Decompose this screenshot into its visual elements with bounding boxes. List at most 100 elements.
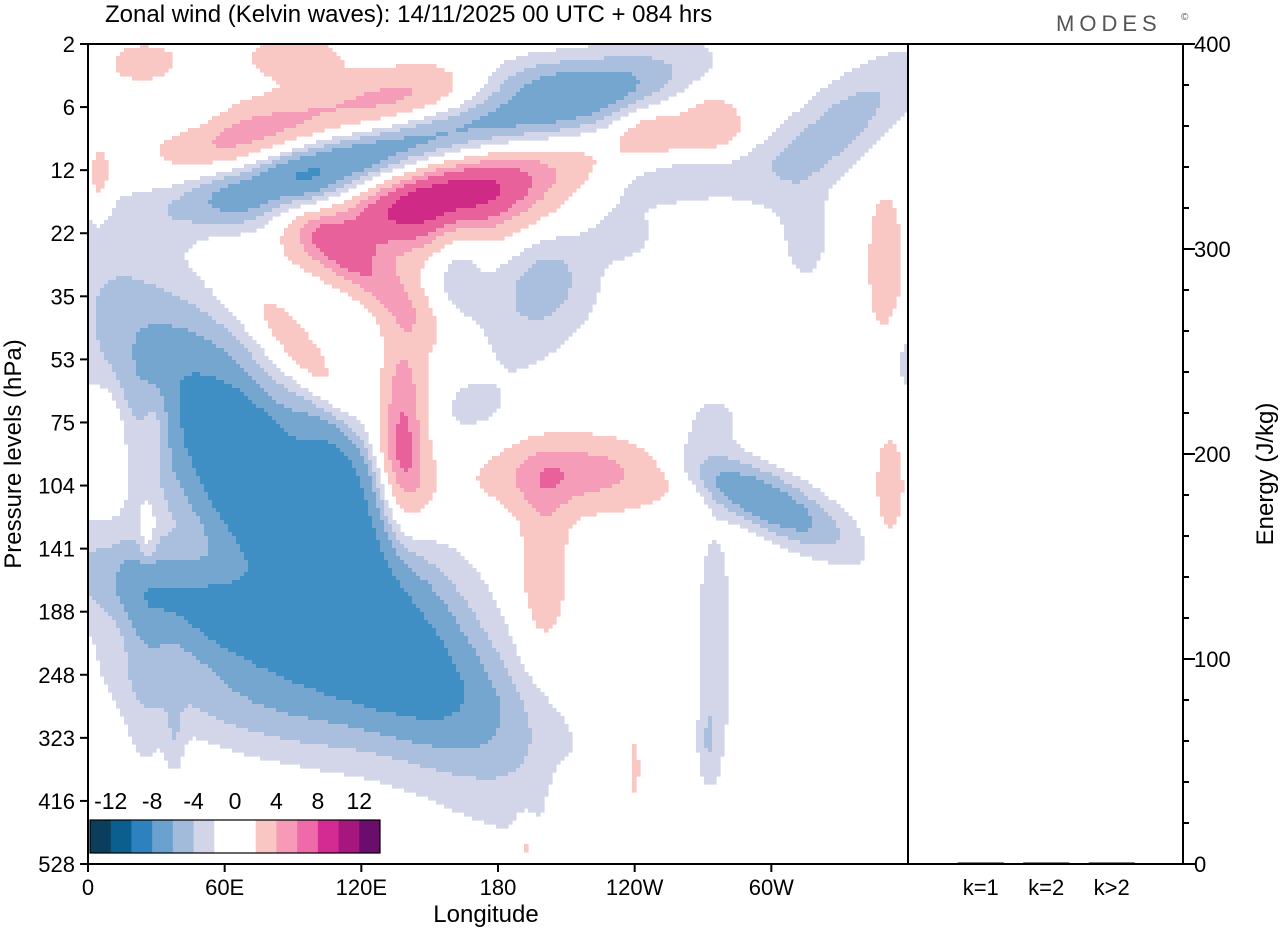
- heatmap-cell: [624, 468, 661, 473]
- heatmap-cell: [332, 204, 357, 209]
- heatmap-cell: [172, 728, 181, 733]
- heatmap-cell: [88, 320, 97, 325]
- heatmap-cell: [172, 736, 177, 741]
- heatmap-cell: [456, 396, 501, 401]
- heatmap-cell: [368, 464, 373, 469]
- heatmap-cell: [120, 540, 137, 545]
- heatmap-cell: [448, 264, 477, 269]
- heatmap-cell: [332, 412, 349, 417]
- heatmap-cell: [216, 320, 241, 325]
- heatmap-cell: [420, 576, 449, 581]
- heatmap-cell: [172, 184, 201, 189]
- heatmap-cell: [624, 472, 665, 477]
- heatmap-cell: [88, 280, 109, 285]
- heatmap-cell: [120, 72, 165, 77]
- heatmap-cell: [560, 504, 641, 509]
- heatmap-cell: [856, 136, 881, 141]
- heatmap-cell: [244, 392, 269, 397]
- heatmap-cell: [684, 452, 753, 457]
- heatmap-cell: [312, 272, 337, 277]
- heatmap-cell: [868, 256, 901, 261]
- colorbar-swatch: [193, 820, 215, 853]
- heatmap-cell: [428, 580, 453, 585]
- heatmap-cell: [220, 676, 285, 681]
- heatmap-cell: [132, 688, 233, 693]
- heatmap-cell: [136, 744, 185, 749]
- heatmap-cell: [452, 612, 477, 617]
- heatmap-cell: [244, 656, 453, 661]
- heatmap-cell: [256, 404, 285, 409]
- y-tick-label: 104: [38, 474, 75, 499]
- heatmap-cell: [172, 468, 197, 473]
- heatmap-cell: [700, 688, 729, 693]
- heatmap-cell: [88, 372, 117, 377]
- heatmap-cell: [100, 348, 133, 353]
- heatmap-cell: [124, 644, 149, 649]
- heatmap-cell: [460, 708, 501, 713]
- heatmap-cell: [408, 364, 429, 369]
- heatmap-cell: [156, 560, 249, 565]
- heatmap-cell: [680, 112, 737, 117]
- heatmap-cell: [436, 236, 505, 241]
- heatmap-cell: [740, 460, 769, 465]
- heatmap-cell: [456, 584, 489, 589]
- heatmap-cell: [524, 460, 617, 465]
- heatmap-cell: [408, 548, 457, 553]
- heatmap-cell: [136, 364, 241, 369]
- heatmap-cell: [400, 540, 437, 545]
- heatmap-cell: [164, 156, 237, 161]
- heatmap-cell: [276, 164, 373, 169]
- heatmap-cell: [248, 728, 365, 733]
- heatmap-cell: [452, 656, 481, 661]
- heatmap-cell: [172, 456, 193, 461]
- heatmap-cell: [500, 700, 525, 705]
- heatmap-cell: [600, 488, 669, 493]
- heatmap-cell: [484, 84, 501, 89]
- heatmap-cell: [496, 68, 525, 73]
- heatmap-cell: [236, 144, 273, 149]
- heatmap-cell: [452, 300, 517, 305]
- brand-name: MODES: [1056, 11, 1162, 36]
- heatmap-cell: [88, 336, 97, 341]
- heatmap-cell: [88, 528, 141, 533]
- heatmap-cell: [868, 120, 897, 125]
- heatmap-cell: [140, 376, 185, 381]
- heatmap-cell: [160, 748, 185, 753]
- heatmap-cell: [132, 344, 217, 349]
- heatmap-cell: [88, 584, 117, 589]
- heatmap-cell: [296, 392, 313, 397]
- heatmap-cell: [144, 552, 153, 557]
- heatmap-cell: [180, 416, 273, 421]
- heatmap-cell: [368, 504, 377, 509]
- heatmap-cell: [596, 224, 649, 229]
- heatmap-cell: [580, 232, 649, 237]
- heatmap-cell: [516, 92, 629, 97]
- y-tick-label: 416: [38, 789, 75, 814]
- heatmap-cell: [280, 760, 409, 765]
- heatmap-cell: [368, 468, 373, 473]
- heatmap-cell: [772, 160, 829, 165]
- heatmap-cell: [536, 624, 553, 629]
- heatmap-cell: [404, 412, 417, 417]
- heatmap-cell: [316, 152, 397, 157]
- heatmap-cell: [132, 76, 153, 81]
- heatmap-cell: [88, 380, 121, 385]
- heatmap-cell: [768, 520, 813, 525]
- heatmap-cell: [288, 712, 397, 717]
- heatmap-cell: [880, 504, 901, 509]
- colorbar-swatch: [214, 820, 236, 853]
- heatmap-cell: [116, 704, 145, 709]
- heatmap-cell: [600, 108, 621, 113]
- heatmap-cell: [392, 388, 417, 393]
- heatmap-cell: [524, 548, 565, 553]
- heatmap-cell: [392, 376, 413, 381]
- heatmap-cell: [788, 548, 865, 553]
- heatmap-cell: [364, 496, 377, 501]
- heatmap-cell: [876, 484, 905, 489]
- heatmap-cell: [568, 288, 601, 293]
- heatmap-cell: [392, 544, 405, 549]
- heatmap-cell: [176, 732, 265, 737]
- heatmap-cell: [376, 492, 381, 497]
- heatmap-cell: [124, 608, 165, 613]
- heatmap-cell: [808, 124, 869, 129]
